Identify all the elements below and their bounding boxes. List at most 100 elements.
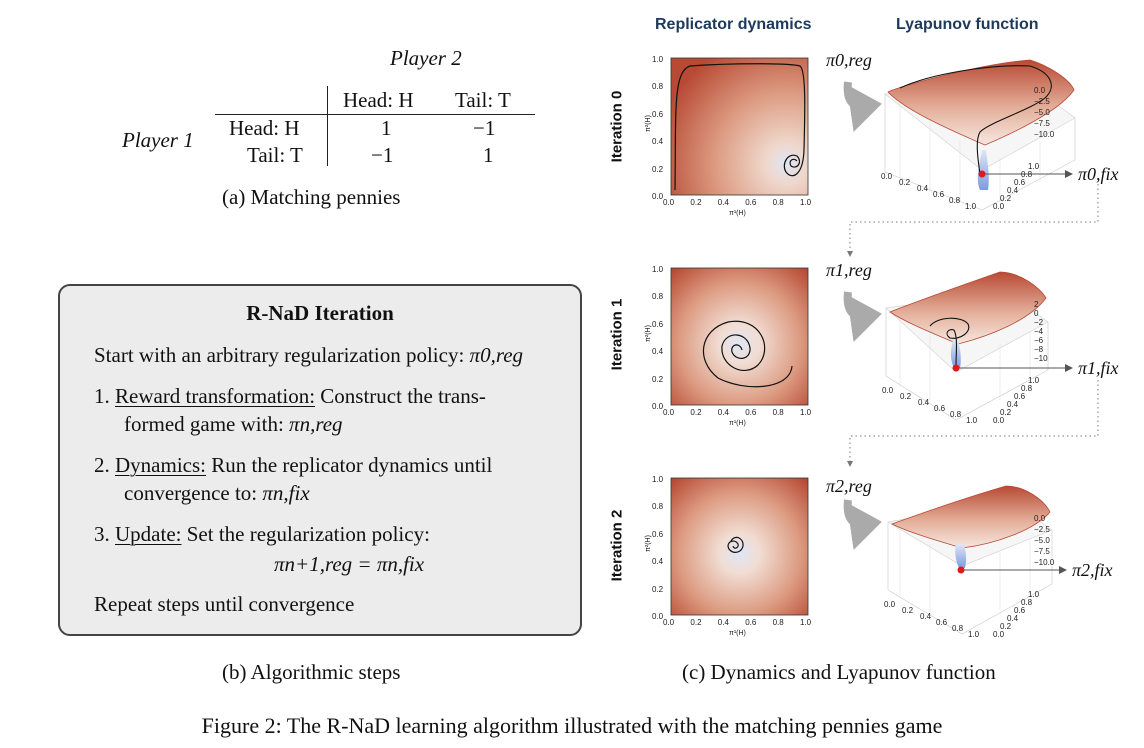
surface-x-tick: 0.0 [882, 386, 894, 395]
step-1-cont: formed game with: πn,reg [124, 412, 343, 437]
step-1: 1. Reward transformation: Construct the … [94, 384, 486, 409]
pi-2-reg-label: π2,reg [826, 476, 872, 496]
surface-z-tick: −6 [1034, 336, 1044, 345]
x-tick-label: 0.6 [745, 198, 757, 207]
y-axis-label: π²(H) [644, 115, 652, 132]
surface-x-tick: 0.6 [933, 190, 945, 199]
surface-x-tick: 0.2 [899, 178, 911, 187]
surface-x-tick: 0.2 [900, 392, 912, 401]
surface-x-tick: 0.8 [952, 624, 964, 633]
iteration-1-label: Iteration 1 [608, 298, 626, 371]
x-tick-label: 0.2 [690, 408, 702, 417]
surface-y-tick: 0.6 [1014, 178, 1026, 187]
surface-y-tick: 1.0 [1028, 162, 1040, 171]
surface-x-tick: 0.4 [920, 612, 932, 621]
caption-c: (c) Dynamics and Lyapunov function [682, 660, 996, 684]
y-tick-label: 0.4 [652, 347, 664, 357]
y-tick-label: 1.0 [652, 475, 664, 484]
step-3-text: Set the regularization policy: [186, 522, 430, 546]
heatmap-field [670, 57, 809, 196]
heatmap-iteration-2 [670, 477, 809, 616]
heatmap-iteration-0 [670, 57, 809, 196]
y-tick-label: 0.2 [652, 584, 664, 594]
surface-y-tick: 0.2 [1000, 408, 1012, 417]
algorithm-title: R-NaD Iteration [246, 301, 394, 325]
player1-label: Player 1 [122, 128, 194, 152]
trajectory [727, 536, 744, 553]
gray-arrow-0 [843, 81, 882, 133]
x-tick-label: 0.4 [717, 618, 729, 627]
y-tick-label: 0.8 [652, 502, 664, 512]
heatmap-field [670, 477, 809, 616]
surface-z-tick: −10 [1034, 354, 1048, 363]
surface-z-tick: −2.5 [1034, 97, 1050, 106]
surface-y-tick: 0.2 [1000, 622, 1012, 631]
pi-2-fix-label: π2,fix [1072, 560, 1113, 580]
y-axis-label: π²(H) [644, 535, 652, 552]
payoff-cell: 1 [483, 143, 494, 167]
pi-n-fix: πn,fix [262, 481, 310, 505]
surface-z-tick: −8 [1034, 345, 1044, 354]
x-tick-label: 1.0 [800, 618, 812, 627]
y-tick-label: 1.0 [652, 55, 664, 64]
x-tick-label: 0.8 [772, 408, 784, 417]
surface-x-tick: 1.0 [966, 416, 978, 425]
pi-1-fix-label: π1,fix [1078, 358, 1119, 378]
table-vrule [327, 86, 329, 166]
x-tick-label: 0.8 [772, 618, 784, 627]
caption-b: (b) Algorithmic steps [222, 660, 401, 684]
payoff-cell: −1 [473, 116, 496, 140]
pi-0-reg-label: π0,reg [826, 50, 872, 70]
lyapunov-function-title: Lyapunov function [896, 16, 1039, 33]
x-tick-label: 0.6 [745, 408, 757, 417]
pi-1-reg-label: π1,reg [826, 260, 872, 280]
surface-y-tick: 0.8 [1021, 598, 1033, 607]
y-tick-label: 0.8 [652, 292, 664, 302]
surface-x-tick: 0.8 [950, 410, 962, 419]
surface-y-tick: 0.4 [1007, 614, 1019, 623]
step-2-cont: convergence to: πn,fix [124, 481, 310, 506]
step-2-number: 2. [94, 453, 110, 477]
step-2-text: Run the replicator dynamics until [211, 453, 493, 477]
step-2-text-2: convergence to: [124, 481, 258, 505]
x-axis-label: π¹(H) [729, 210, 746, 217]
y-tick-label: 0.0 [652, 402, 664, 411]
x-tick-label: 0.0 [663, 198, 675, 207]
y-tick-label: 0.2 [652, 164, 664, 174]
y-tick-label: 0.0 [652, 612, 664, 621]
step-2: 2. Dynamics: Run the replicator dynamics… [94, 453, 492, 478]
row-header-head: Head: H [229, 116, 300, 140]
gray-arrow-1 [843, 291, 882, 343]
step-1-number: 1. [94, 384, 110, 408]
y-tick-label: 0.4 [652, 137, 664, 147]
surface-z-tick: −10.0 [1034, 558, 1055, 567]
step-1-text-2: formed game with: [124, 412, 284, 436]
surface-y-tick: 0.4 [1007, 400, 1019, 409]
y-tick-label: 0.0 [652, 192, 664, 201]
x-tick-label: 0.0 [663, 408, 675, 417]
col-header-head: Head: H [343, 88, 414, 112]
payoff-table: Head: H Tail: T Head: H Tail: T 1 −1 −1 … [215, 84, 535, 170]
surface-z-tick: −2 [1034, 318, 1044, 327]
surface-y-tick: 0.8 [1021, 384, 1033, 393]
surface-y-tick: 0.0 [993, 202, 1005, 211]
pi-0-reg: π0,reg [469, 343, 524, 367]
surface-y-tick: 0.0 [993, 630, 1005, 639]
surface-x-tick: 0.4 [918, 398, 930, 407]
surface-x-tick: 1.0 [968, 630, 980, 639]
repeat-line: Repeat steps until convergence [94, 592, 355, 616]
surface-y-tick: 0.4 [1007, 186, 1019, 195]
x-tick-label: 0.2 [690, 198, 702, 207]
surface-y-tick: 1.0 [1028, 590, 1040, 599]
figure-caption: Figure 2: The R-NaD learning algorithm i… [201, 713, 943, 738]
surface-y-tick: 0.8 [1021, 170, 1033, 179]
surface-y-tick: 0.2 [1000, 194, 1012, 203]
step-1-text: Construct the trans- [320, 384, 486, 408]
surface-z-tick: −5.0 [1034, 108, 1050, 117]
replicator-dynamics-title: Replicator dynamics [655, 16, 812, 33]
heatmap-iteration-1 [670, 267, 809, 406]
surface-z-tick: −10.0 [1034, 130, 1055, 139]
x-tick-label: 0.6 [745, 618, 757, 627]
gray-arrow-2 [843, 499, 882, 551]
trajectory [702, 320, 793, 388]
